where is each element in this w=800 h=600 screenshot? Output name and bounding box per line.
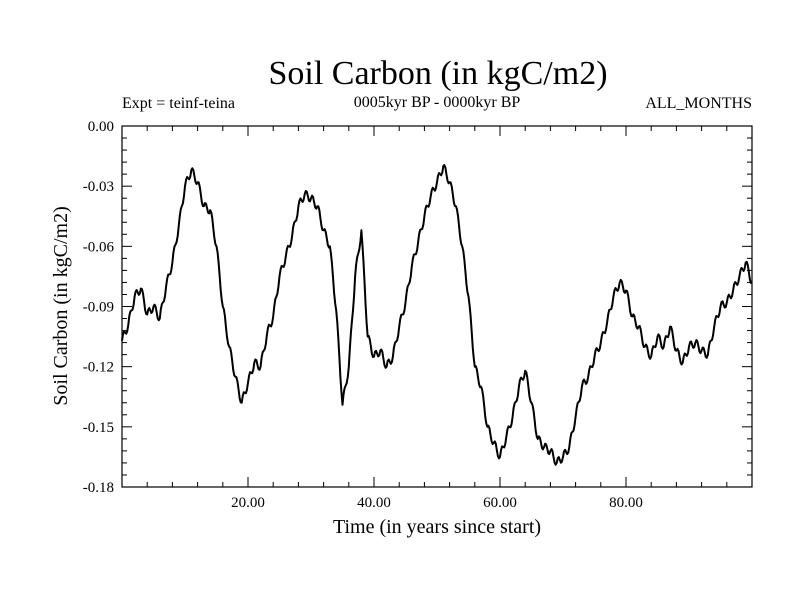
- chart-subtitle-right: ALL_MONTHS: [645, 95, 752, 112]
- y-axis-tick-labels: 0.00 -0.03 -0.06 -0.09 -0.12 -0.15 -0.18: [83, 119, 115, 496]
- chart-subtitle-left: Expt = teinf-teina: [122, 95, 235, 112]
- series-line-soil-carbon: [121, 164, 753, 466]
- y-tick-label: -0.12: [83, 360, 114, 376]
- x-axis-tick-labels: 20.00 40.00 60.00 80.00: [231, 495, 643, 511]
- y-tick-label: -0.09: [83, 300, 114, 316]
- y-tick-label: -0.18: [83, 480, 114, 496]
- x-tick-label: 40.00: [357, 495, 391, 511]
- x-axis-label: Time (in years since start): [333, 516, 541, 538]
- chart-subtitle-center: 0005kyr BP - 0000kyr BP: [354, 94, 521, 111]
- x-tick-label: 60.00: [483, 495, 517, 511]
- x-axis-ticks: [146, 126, 728, 487]
- x-tick-label: 80.00: [609, 495, 643, 511]
- y-tick-label: 0.00: [88, 119, 114, 135]
- y-axis-label: Soil Carbon (in kgC/m2): [50, 206, 72, 405]
- y-tick-label: -0.03: [83, 179, 114, 195]
- y-tick-label: -0.06: [83, 239, 115, 255]
- chart-title: Soil Carbon (in kgC/m2): [268, 55, 607, 92]
- x-tick-label: 20.00: [231, 495, 265, 511]
- y-tick-label: -0.15: [83, 420, 114, 436]
- y-axis-ticks: [122, 137, 752, 476]
